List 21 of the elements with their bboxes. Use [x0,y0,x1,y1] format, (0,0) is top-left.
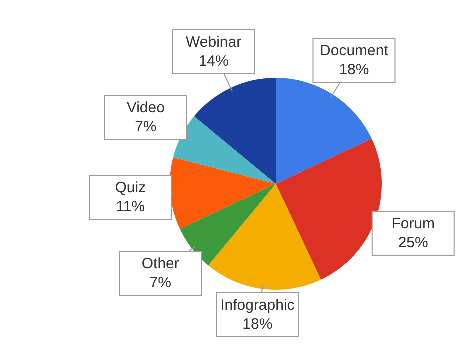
data-label: 14% [198,52,229,70]
pie-slice [180,184,276,266]
data-label: 25% [398,234,428,252]
slice-label: Infographic [220,297,296,314]
pie-slice [208,184,322,290]
slice-label: Webinar [186,34,242,51]
data-label: 7% [135,118,157,136]
pie-slice [276,138,382,280]
data-label: 11% [116,198,146,216]
slice-label: Video [126,100,165,117]
pie-slice [276,78,372,184]
slice-label: Forum [392,215,436,232]
pie-slice [194,78,276,184]
slice-label: Document [320,42,390,60]
data-label: 18% [339,62,370,79]
pie-slice [170,158,276,230]
slice-label: Quiz [115,180,146,197]
slice-label: Other [142,255,180,272]
data-label: 7% [150,274,172,292]
pie-slice [173,116,276,184]
data-label: 18% [242,316,273,333]
